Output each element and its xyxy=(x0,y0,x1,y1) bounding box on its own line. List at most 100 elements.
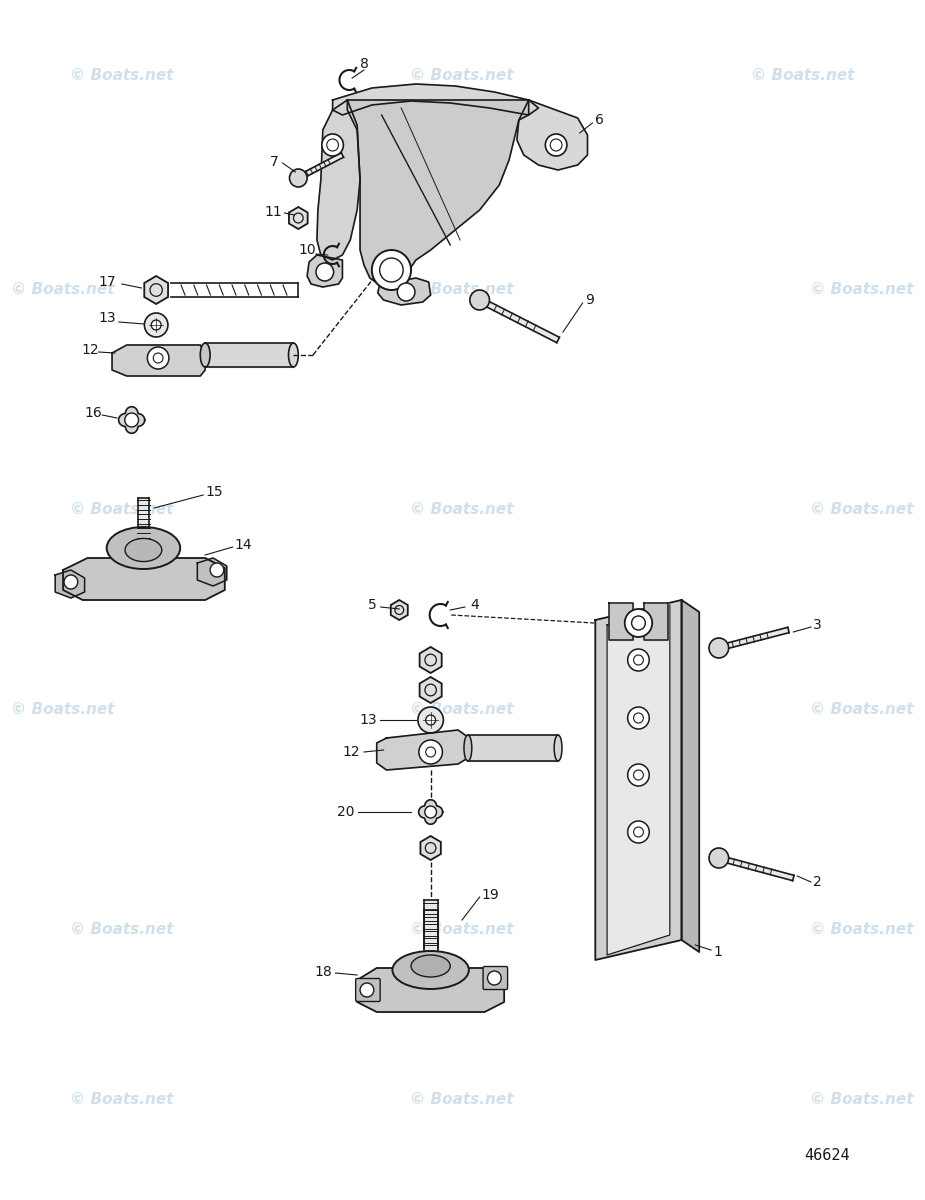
Circle shape xyxy=(628,707,649,728)
Polygon shape xyxy=(390,600,408,620)
Text: 12: 12 xyxy=(342,745,360,758)
Ellipse shape xyxy=(125,539,162,562)
Text: © Boats.net: © Boats.net xyxy=(411,503,513,517)
Polygon shape xyxy=(421,836,441,860)
Text: 13: 13 xyxy=(98,311,116,325)
Polygon shape xyxy=(307,254,342,287)
Text: © Boats.net: © Boats.net xyxy=(810,282,914,298)
Circle shape xyxy=(322,134,343,156)
Text: © Boats.net: © Boats.net xyxy=(70,923,174,937)
Text: 7: 7 xyxy=(269,155,278,169)
Text: 18: 18 xyxy=(314,965,333,979)
Polygon shape xyxy=(289,206,308,229)
Polygon shape xyxy=(609,602,633,640)
Text: © Boats.net: © Boats.net xyxy=(70,67,174,83)
Polygon shape xyxy=(645,602,668,640)
Polygon shape xyxy=(419,799,443,824)
Circle shape xyxy=(152,320,161,330)
Text: 5: 5 xyxy=(367,598,376,612)
Polygon shape xyxy=(197,558,227,586)
FancyBboxPatch shape xyxy=(483,966,508,990)
Text: © Boats.net: © Boats.net xyxy=(810,702,914,718)
Polygon shape xyxy=(420,647,441,673)
Circle shape xyxy=(628,821,649,842)
Ellipse shape xyxy=(464,734,472,761)
Text: 15: 15 xyxy=(205,485,223,499)
Polygon shape xyxy=(63,558,225,600)
Text: © Boats.net: © Boats.net xyxy=(810,503,914,517)
Polygon shape xyxy=(607,605,670,955)
Circle shape xyxy=(316,263,334,281)
Text: © Boats.net: © Boats.net xyxy=(411,282,513,298)
Polygon shape xyxy=(138,498,149,540)
Text: © Boats.net: © Boats.net xyxy=(411,702,513,718)
Text: © Boats.net: © Boats.net xyxy=(751,67,855,83)
Circle shape xyxy=(147,347,169,370)
Circle shape xyxy=(144,313,168,337)
Text: © Boats.net: © Boats.net xyxy=(70,1092,174,1108)
Polygon shape xyxy=(317,100,360,260)
Ellipse shape xyxy=(411,955,450,977)
Text: 3: 3 xyxy=(813,618,821,632)
Polygon shape xyxy=(357,968,504,1012)
Text: © Boats.net: © Boats.net xyxy=(70,503,174,517)
Ellipse shape xyxy=(554,734,562,761)
Text: 4: 4 xyxy=(471,598,479,612)
Text: © Boats.net: © Boats.net xyxy=(810,923,914,937)
Polygon shape xyxy=(718,628,789,650)
Circle shape xyxy=(425,806,437,818)
Text: 12: 12 xyxy=(81,343,99,358)
FancyBboxPatch shape xyxy=(355,978,380,1002)
Polygon shape xyxy=(682,600,699,952)
Text: © Boats.net: © Boats.net xyxy=(411,1092,513,1108)
Circle shape xyxy=(290,169,307,187)
Text: 6: 6 xyxy=(596,113,604,127)
Text: 16: 16 xyxy=(84,406,103,420)
Text: 2: 2 xyxy=(813,875,821,889)
Circle shape xyxy=(487,971,501,985)
Circle shape xyxy=(210,563,224,577)
Polygon shape xyxy=(205,343,293,367)
Text: 46624: 46624 xyxy=(805,1147,850,1163)
Circle shape xyxy=(628,649,649,671)
Polygon shape xyxy=(118,407,144,433)
Polygon shape xyxy=(112,346,205,376)
Circle shape xyxy=(709,638,729,658)
Text: 14: 14 xyxy=(235,538,253,552)
Polygon shape xyxy=(56,570,84,598)
Polygon shape xyxy=(420,677,441,703)
Ellipse shape xyxy=(106,527,180,569)
Text: 20: 20 xyxy=(337,805,354,818)
Circle shape xyxy=(419,740,442,764)
Polygon shape xyxy=(596,600,682,960)
Text: 13: 13 xyxy=(359,713,376,727)
Circle shape xyxy=(398,283,415,301)
Polygon shape xyxy=(424,910,438,962)
Polygon shape xyxy=(333,84,538,115)
Polygon shape xyxy=(517,100,587,170)
Polygon shape xyxy=(424,900,438,948)
Circle shape xyxy=(426,715,436,725)
Polygon shape xyxy=(144,276,168,304)
Polygon shape xyxy=(376,730,468,770)
Circle shape xyxy=(360,983,374,997)
Circle shape xyxy=(709,848,729,868)
Polygon shape xyxy=(478,298,560,343)
Polygon shape xyxy=(297,152,343,180)
Polygon shape xyxy=(468,734,558,761)
Circle shape xyxy=(546,134,567,156)
Circle shape xyxy=(64,575,78,589)
Text: 17: 17 xyxy=(98,275,116,289)
Text: 9: 9 xyxy=(586,293,595,307)
Text: 19: 19 xyxy=(482,888,500,902)
Text: 8: 8 xyxy=(360,56,368,71)
Text: 1: 1 xyxy=(713,946,722,959)
Circle shape xyxy=(628,764,649,786)
Circle shape xyxy=(125,413,139,427)
Text: © Boats.net: © Boats.net xyxy=(810,1092,914,1108)
Text: © Boats.net: © Boats.net xyxy=(11,702,115,718)
Text: © Boats.net: © Boats.net xyxy=(11,282,115,298)
Ellipse shape xyxy=(392,950,469,989)
Text: © Boats.net: © Boats.net xyxy=(411,67,513,83)
Polygon shape xyxy=(377,278,431,305)
